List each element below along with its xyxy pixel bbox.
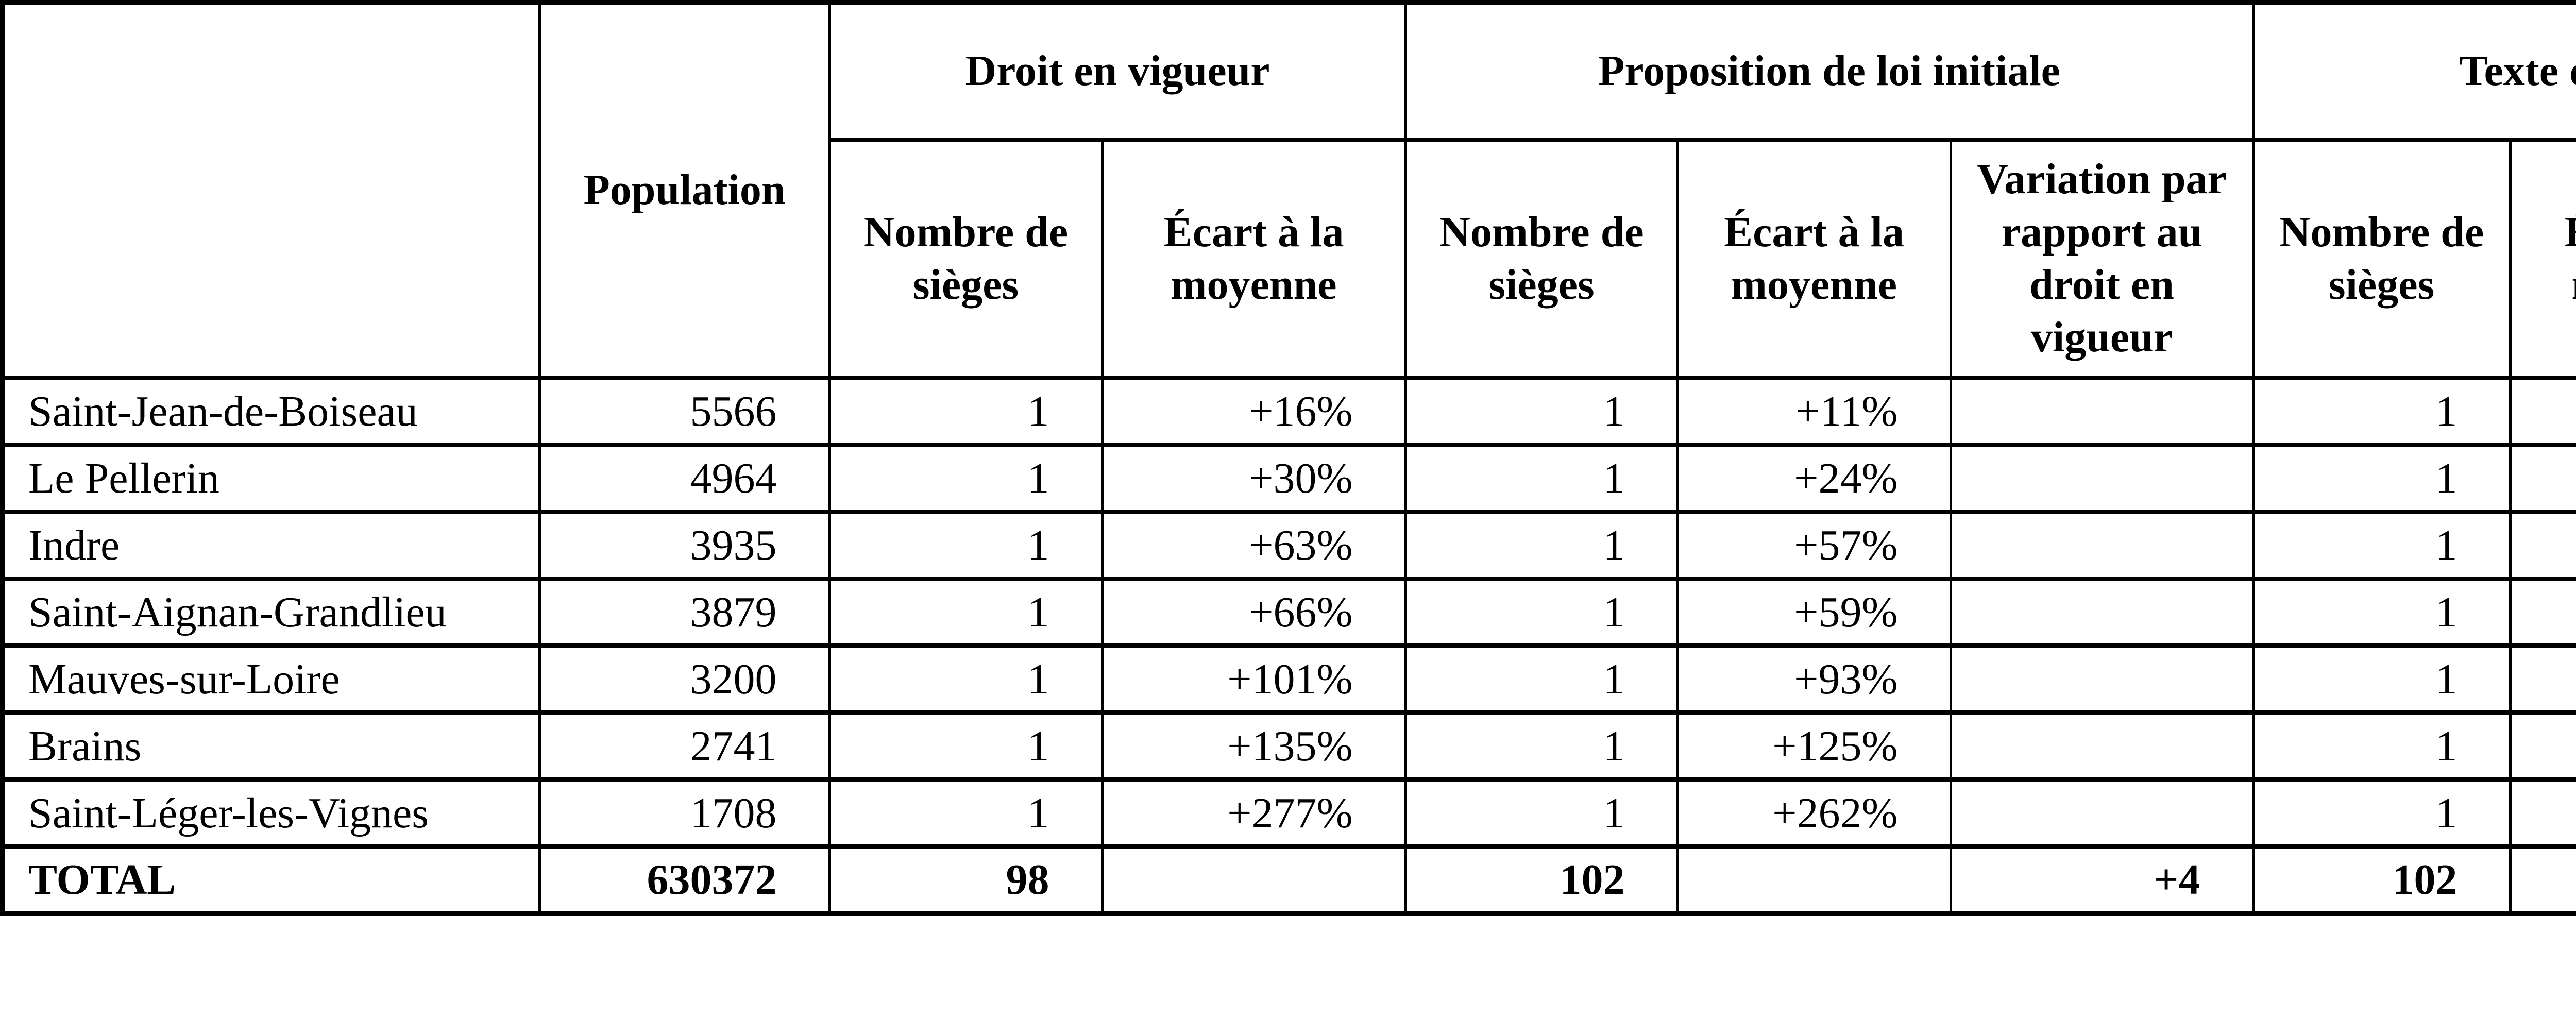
cell-pl_variation: +4 xyxy=(1949,844,2255,916)
cell-population: 3200 xyxy=(538,643,831,715)
corner-cell xyxy=(1,1,541,380)
cell-pl_sieges: 1 xyxy=(1404,777,1679,849)
cell-pl_sieges: 1 xyxy=(1404,643,1679,715)
cell-pl_ecart: +59% xyxy=(1676,577,1952,648)
cell-tc_sieges: 1 xyxy=(2251,710,2512,782)
cell-tc_ecart: +11% xyxy=(2509,376,2576,447)
table-header: Population Droit en vigueur Proposition … xyxy=(1,1,2576,380)
commune-name: TOTAL xyxy=(1,844,541,916)
commune-name: Le Pellerin xyxy=(1,443,541,514)
cell-pl_variation xyxy=(1949,777,2255,849)
cell-tc_sieges: 1 xyxy=(2251,777,2512,849)
sub-header-row: Nombre de sièges Écart à la moyenne Nomb… xyxy=(3,138,2576,380)
cell-pl_ecart: +11% xyxy=(1676,376,1952,447)
cell-pl_variation xyxy=(1949,710,2255,782)
group-texte-commission: Texte de la commission xyxy=(2251,1,2576,142)
cell-pl_ecart: +125% xyxy=(1676,710,1952,782)
commune-row: Saint-Aignan-Grandlieu38791+66%1+59%1+59… xyxy=(1,577,2576,648)
cell-pl_sieges: 1 xyxy=(1404,376,1679,447)
cell-pl_sieges: 1 xyxy=(1404,577,1679,648)
cell-dv_sieges: 1 xyxy=(828,777,1104,849)
cell-population: 3935 xyxy=(538,510,831,581)
commune-name: Indre xyxy=(1,510,541,581)
cell-pl_ecart: +57% xyxy=(1676,510,1952,581)
cell-tc_sieges: 1 xyxy=(2251,376,2512,447)
cell-dv_ecart: +135% xyxy=(1100,710,1407,782)
population-table: Population Droit en vigueur Proposition … xyxy=(0,0,2576,916)
group-droit-en-vigueur: Droit en vigueur xyxy=(828,1,1407,142)
cell-tc_ecart: +59% xyxy=(2509,577,2576,648)
cell-pl_ecart xyxy=(1676,844,1952,916)
cell-dv_ecart: +63% xyxy=(1100,510,1407,581)
sub-dv-ecart: Écart à la moyenne xyxy=(1100,138,1407,380)
cell-dv_ecart: +66% xyxy=(1100,577,1407,648)
sub-pl-sieges: Nombre de sièges xyxy=(1404,138,1679,380)
cell-pl_variation xyxy=(1949,510,2255,581)
cell-pl_sieges: 1 xyxy=(1404,510,1679,581)
sub-pl-variation: Variation par rapport au droit en vigueu… xyxy=(1949,138,2255,380)
commune-name: Saint-Léger-les-Vignes xyxy=(1,777,541,849)
cell-population: 3879 xyxy=(538,577,831,648)
cell-tc_ecart: +262% xyxy=(2509,777,2576,849)
cell-tc_sieges: 1 xyxy=(2251,643,2512,715)
cell-tc_ecart: +93% xyxy=(2509,643,2576,715)
group-header-row: Population Droit en vigueur Proposition … xyxy=(1,1,2576,380)
cell-dv_sieges: 1 xyxy=(828,510,1104,581)
commune-name: Brains xyxy=(1,710,541,782)
cell-pl_sieges: 102 xyxy=(1404,844,1679,916)
cell-tc_ecart: +125% xyxy=(2509,710,2576,782)
sub-tc-ecart: Écart à la moyenne xyxy=(2509,138,2576,380)
cell-population: 5566 xyxy=(538,376,831,447)
cell-pl_variation xyxy=(1949,376,2255,447)
group-proposition-initiale: Proposition de loi initiale xyxy=(1404,1,2255,142)
cell-dv_sieges: 1 xyxy=(828,443,1104,514)
cell-tc_sieges: 1 xyxy=(2251,577,2512,648)
cell-dv_sieges: 1 xyxy=(828,710,1104,782)
cell-dv_ecart xyxy=(1100,844,1407,916)
cell-dv_sieges: 1 xyxy=(828,577,1104,648)
cell-pl_sieges: 1 xyxy=(1404,710,1679,782)
cell-pl_variation xyxy=(1949,643,2255,715)
cell-pl_ecart: +24% xyxy=(1676,443,1952,514)
cell-dv_sieges: 98 xyxy=(828,844,1104,916)
cell-dv_ecart: +277% xyxy=(1100,777,1407,849)
cell-pl_variation xyxy=(1949,443,2255,514)
cell-dv_ecart: +30% xyxy=(1100,443,1407,514)
cell-pl_variation xyxy=(1949,577,2255,648)
cell-population: 4964 xyxy=(538,443,831,514)
sub-tc-sieges: Nombre de sièges xyxy=(2251,138,2512,380)
cell-population: 1708 xyxy=(538,777,831,849)
cell-tc_sieges: 1 xyxy=(2251,510,2512,581)
cell-pl_ecart: +262% xyxy=(1676,777,1952,849)
cell-dv_ecart: +16% xyxy=(1100,376,1407,447)
cell-dv_sieges: 1 xyxy=(828,643,1104,715)
cell-dv_sieges: 1 xyxy=(828,376,1104,447)
cell-tc_ecart xyxy=(2509,844,2576,916)
cell-tc_ecart: +24% xyxy=(2509,443,2576,514)
cell-population: 2741 xyxy=(538,710,831,782)
sub-pl-ecart: Écart à la moyenne xyxy=(1676,138,1952,380)
cell-tc_sieges: 102 xyxy=(2251,844,2512,916)
cell-tc_sieges: 1 xyxy=(2251,443,2512,514)
cell-pl_ecart: +93% xyxy=(1676,643,1952,715)
population-header: Population xyxy=(538,1,831,380)
commune-name: Saint-Aignan-Grandlieu xyxy=(1,577,541,648)
cell-dv_ecart: +101% xyxy=(1100,643,1407,715)
table-body: Saint-Jean-de-Boiseau55661+16%1+11%1+11%… xyxy=(1,376,2576,916)
sub-dv-sieges: Nombre de sièges xyxy=(828,138,1104,380)
commune-row: Saint-Léger-les-Vignes17081+277%1+262%1+… xyxy=(1,777,2576,849)
cell-tc_ecart: +57% xyxy=(2509,510,2576,581)
cell-pl_sieges: 1 xyxy=(1404,443,1679,514)
commune-name: Mauves-sur-Loire xyxy=(1,643,541,715)
commune-name: Saint-Jean-de-Boiseau xyxy=(1,376,541,447)
cell-population: 630372 xyxy=(538,844,831,916)
